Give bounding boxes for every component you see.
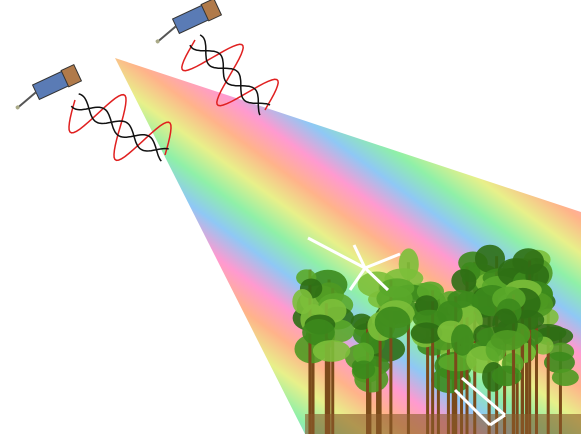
- canopy: [375, 307, 411, 339]
- illustration: [0, 0, 581, 434]
- canopy: [352, 360, 375, 379]
- canopy: [491, 330, 526, 350]
- canopy: [313, 340, 350, 362]
- canopy: [492, 366, 522, 386]
- ground: [305, 414, 581, 434]
- canopy: [552, 369, 579, 386]
- page: (() => { const svg = document.getElement…: [0, 0, 581, 434]
- canopy: [451, 269, 476, 293]
